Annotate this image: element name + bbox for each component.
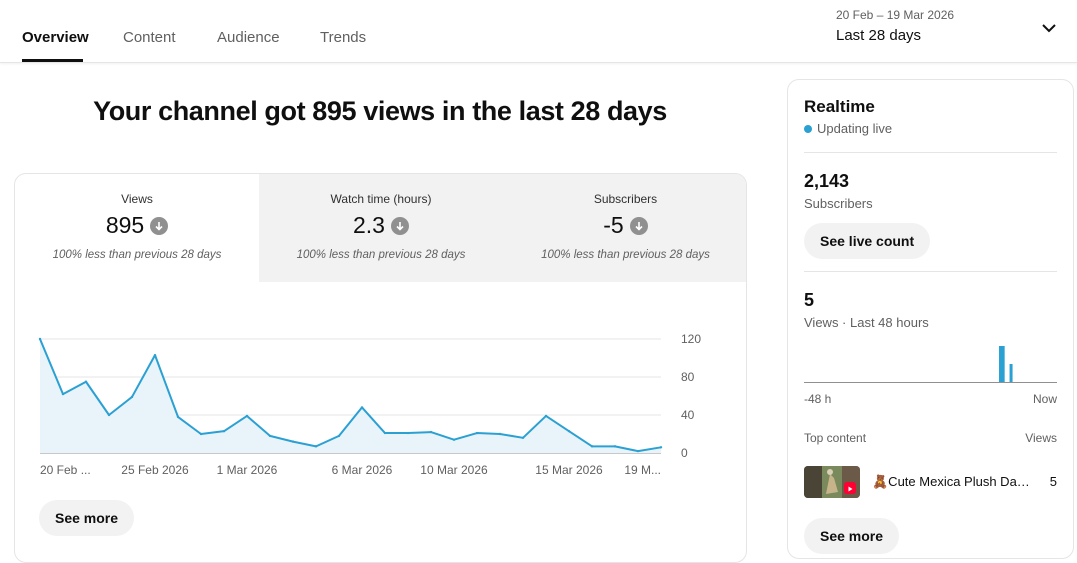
top-content-item[interactable]: 🧸Cute Mexica Plush Dance🧸🎶 5	[804, 466, 1057, 498]
divider	[804, 271, 1057, 272]
metric-value: 895	[105, 212, 145, 238]
realtime-views-label: Views · Last 48 hours	[804, 315, 929, 330]
realtime-bar	[999, 346, 1003, 382]
live-status-label: Updating live	[817, 121, 893, 136]
subscriber-count: 2,143	[804, 171, 850, 191]
x-tick-label: 1 Mar 2026	[217, 463, 278, 477]
y-tick-label: 0	[681, 446, 688, 460]
data-point	[61, 392, 65, 396]
x-tick-label: 15 Mar 2026	[535, 463, 603, 477]
metric-value-row: 2.3	[259, 212, 503, 239]
top-content-title[interactable]: 🧸Cute Mexica Plush Dance🧸🎶	[872, 474, 1030, 489]
views-area	[40, 339, 661, 453]
metric-change: 100% less than previous 28 days	[541, 249, 710, 261]
video-thumbnail[interactable]	[804, 466, 860, 498]
mini-chart-axis-end: Now	[1032, 392, 1057, 406]
data-point	[176, 415, 180, 419]
metric-change: 100% less than previous 28 days	[52, 249, 222, 261]
metric-label: Watch time (hours)	[330, 192, 432, 206]
data-point	[38, 337, 42, 341]
page-headline: Your channel got 895 views in the last 2…	[93, 96, 667, 126]
date-range-text[interactable]: 20 Feb – 19 Mar 2026	[836, 8, 955, 22]
metric-value: 2.3	[353, 212, 385, 238]
views-chart[interactable]: 120 80 40 0 20 Feb ... 25 Feb 2026 1 Mar 2026 6…	[15, 282, 747, 492]
date-range-label[interactable]: Last 28 days	[836, 27, 922, 44]
arrow-down-icon	[629, 216, 648, 235]
metric-views[interactable]: Views 895 100% less than previous 28 day…	[15, 174, 259, 282]
data-point	[636, 449, 640, 453]
y-tick-label: 40	[681, 408, 695, 422]
x-tick-label: 25 Feb 2026	[121, 463, 189, 477]
arrow-down-icon	[390, 216, 409, 235]
live-dot-icon	[804, 124, 812, 133]
mini-chart-axis-start: -48 h	[804, 392, 832, 406]
see-live-count-button[interactable]: See live count	[804, 223, 931, 259]
chevron-down-icon[interactable]	[1039, 18, 1059, 38]
metric-value: -5	[603, 212, 624, 238]
live-status: Updating live	[804, 121, 892, 136]
x-tick-label: 20 Feb ...	[40, 463, 91, 477]
subscriber-label: Subscribers	[804, 196, 873, 211]
data-point	[521, 436, 525, 439]
x-tick-label: 19 M...	[624, 463, 661, 477]
metric-change: 100% less than previous 28 days	[296, 249, 466, 261]
metric-label: Views	[121, 192, 153, 206]
realtime-title: Realtime	[804, 97, 875, 116]
data-point	[107, 413, 111, 417]
overview-card: Views 895 100% less than previous 28 day…	[14, 173, 747, 563]
data-point	[245, 414, 249, 418]
realtime-views-count: 5	[804, 290, 815, 310]
y-tick-label: 120	[681, 332, 701, 346]
metric-watch-time[interactable]: Watch time (hours) 2.3 100% less than pr…	[259, 174, 503, 282]
data-point	[613, 445, 617, 448]
data-point	[84, 380, 88, 383]
data-point	[659, 446, 663, 449]
realtime-bar	[1001, 346, 1005, 382]
data-point	[475, 431, 479, 435]
data-point	[429, 430, 433, 434]
tab-audience[interactable]: Audience	[217, 29, 280, 46]
y-tick-label: 80	[681, 370, 695, 384]
tab-overview[interactable]: Overview	[22, 29, 89, 46]
metric-value-row: 895	[15, 212, 259, 239]
data-point	[268, 434, 272, 438]
data-point	[498, 432, 502, 436]
data-point	[199, 432, 203, 436]
data-point	[452, 438, 456, 441]
x-tick-label: 10 Mar 2026	[420, 463, 488, 477]
data-point	[383, 431, 387, 435]
data-point	[406, 431, 410, 435]
data-point	[222, 429, 226, 433]
metric-label: Subscribers	[593, 192, 658, 206]
top-content-label: Top content	[804, 431, 867, 445]
realtime-bar	[1009, 364, 1013, 382]
tab-trends[interactable]: Trends	[320, 29, 367, 46]
realtime-see-more-button[interactable]: See more	[804, 518, 900, 554]
data-point	[314, 445, 318, 448]
see-more-button[interactable]: See more	[39, 500, 135, 536]
metric-subscribers[interactable]: Subscribers -5 100% less than previous 2…	[503, 174, 746, 282]
data-point	[337, 434, 341, 438]
tab-content[interactable]: Content	[123, 29, 176, 46]
realtime-views-chart[interactable]	[804, 340, 1057, 384]
metric-value-row: -5	[503, 212, 746, 239]
top-content-views: 5	[1049, 474, 1057, 489]
active-tab-indicator	[22, 59, 83, 62]
top-bar: Overview Content Audience Trends 20 Feb …	[0, 0, 1077, 63]
data-point	[153, 353, 157, 357]
data-point	[544, 414, 548, 418]
data-point	[130, 395, 134, 399]
data-point	[291, 440, 295, 443]
arrow-down-icon	[150, 216, 169, 235]
data-point	[590, 445, 594, 448]
views-line	[39, 338, 662, 453]
realtime-card: Realtime Updating live 2,143 Subscribers…	[787, 79, 1074, 559]
divider	[804, 152, 1057, 153]
shorts-icon	[844, 482, 856, 494]
views-column-label: Views	[1025, 431, 1057, 445]
data-point	[567, 429, 571, 433]
data-point	[360, 406, 364, 409]
x-tick-label: 6 Mar 2026	[332, 463, 393, 477]
